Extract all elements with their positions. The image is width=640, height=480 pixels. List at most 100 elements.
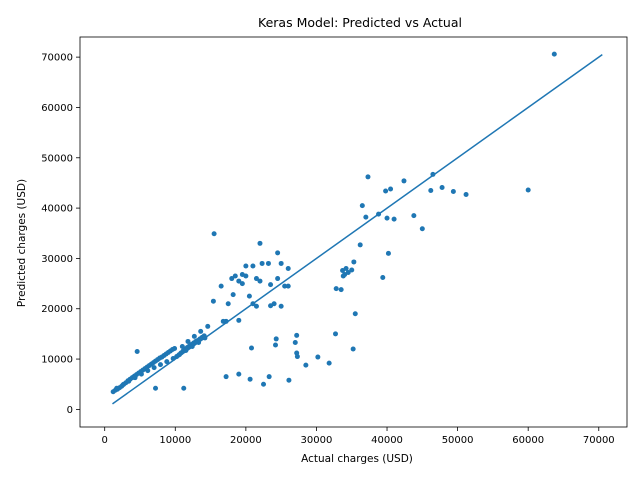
chart-title: Keras Model: Predicted vs Actual (258, 15, 462, 30)
data-point (114, 385, 120, 391)
data-point (349, 267, 355, 273)
data-point (259, 260, 265, 266)
data-point (376, 211, 382, 217)
data-point (185, 338, 191, 344)
data-point (294, 354, 300, 360)
data-point (181, 385, 187, 391)
data-point (151, 365, 157, 371)
data-point (380, 275, 386, 281)
data-point (463, 192, 469, 198)
data-point (196, 339, 202, 345)
data-point (138, 371, 144, 377)
data-point (359, 203, 365, 209)
data-point (294, 332, 300, 338)
data-point (278, 303, 284, 309)
data-point (230, 292, 236, 298)
data-point (120, 382, 126, 388)
x-tick-label: 10000 (159, 435, 191, 446)
x-tick-label: 20000 (230, 435, 262, 446)
data-point (551, 51, 557, 57)
data-point (273, 342, 279, 348)
data-point (268, 303, 274, 309)
data-point (385, 250, 391, 256)
data-point (338, 287, 344, 293)
data-point (326, 360, 332, 366)
data-point (134, 349, 140, 355)
data-point (236, 317, 242, 323)
data-point (285, 265, 291, 271)
data-point (401, 178, 407, 184)
data-point (411, 213, 417, 219)
data-point (357, 242, 363, 248)
data-point (183, 348, 189, 354)
y-tick-label: 60000 (41, 103, 73, 114)
data-point (232, 273, 238, 279)
data-point (257, 240, 263, 246)
data-point (265, 260, 271, 266)
data-point (145, 368, 151, 374)
data-point (225, 301, 231, 307)
data-point (351, 259, 357, 265)
data-point (239, 281, 245, 287)
data-point (388, 186, 394, 192)
data-point (229, 276, 235, 282)
data-point (343, 265, 349, 271)
data-point (383, 188, 389, 194)
data-point (391, 216, 397, 222)
data-point (253, 276, 259, 282)
data-point (278, 260, 284, 266)
data-point (439, 184, 445, 190)
x-tick-label: 0 (102, 435, 108, 446)
data-point (170, 356, 176, 362)
data-point (450, 188, 456, 194)
y-tick-label: 40000 (41, 204, 73, 215)
data-point (333, 331, 339, 337)
data-point (210, 298, 216, 304)
y-tick-label: 20000 (41, 304, 73, 315)
data-point (253, 303, 259, 309)
data-point (363, 214, 369, 220)
y-tick-label: 30000 (41, 254, 73, 265)
x-tick-label: 60000 (512, 435, 544, 446)
data-point (428, 187, 434, 193)
data-point (282, 283, 288, 289)
x-tick-label: 30000 (301, 435, 333, 446)
data-point (236, 371, 242, 377)
data-point (268, 282, 274, 288)
y-axis-label: Predicted charges (USD) (16, 179, 28, 307)
data-point (191, 333, 197, 339)
data-point (285, 283, 291, 289)
data-point (220, 318, 226, 324)
data-point (350, 346, 356, 352)
data-point (261, 381, 267, 387)
data-point (365, 174, 371, 180)
data-point (342, 272, 348, 278)
data-point (292, 339, 298, 345)
data-point (250, 263, 256, 269)
data-point (352, 311, 358, 317)
data-point (525, 187, 531, 193)
y-tick-label: 70000 (41, 53, 73, 64)
data-point (333, 286, 339, 292)
data-point (202, 335, 208, 341)
data-point (179, 343, 185, 349)
data-point (157, 362, 163, 368)
data-point (303, 362, 309, 368)
data-point (164, 359, 170, 365)
data-point (430, 171, 436, 177)
plot-area (79, 36, 628, 428)
data-point (286, 377, 292, 383)
data-point (126, 378, 132, 384)
data-point (250, 301, 256, 307)
data-point (172, 345, 178, 351)
data-point (247, 376, 253, 382)
points-layer (110, 51, 557, 395)
data-point (153, 385, 159, 391)
y-tick-label: 0 (67, 405, 73, 416)
x-axis-label: Actual charges (USD) (301, 453, 413, 465)
data-point (275, 276, 281, 282)
data-point (243, 263, 249, 269)
data-point (132, 375, 138, 381)
x-tick-label: 70000 (583, 435, 615, 446)
